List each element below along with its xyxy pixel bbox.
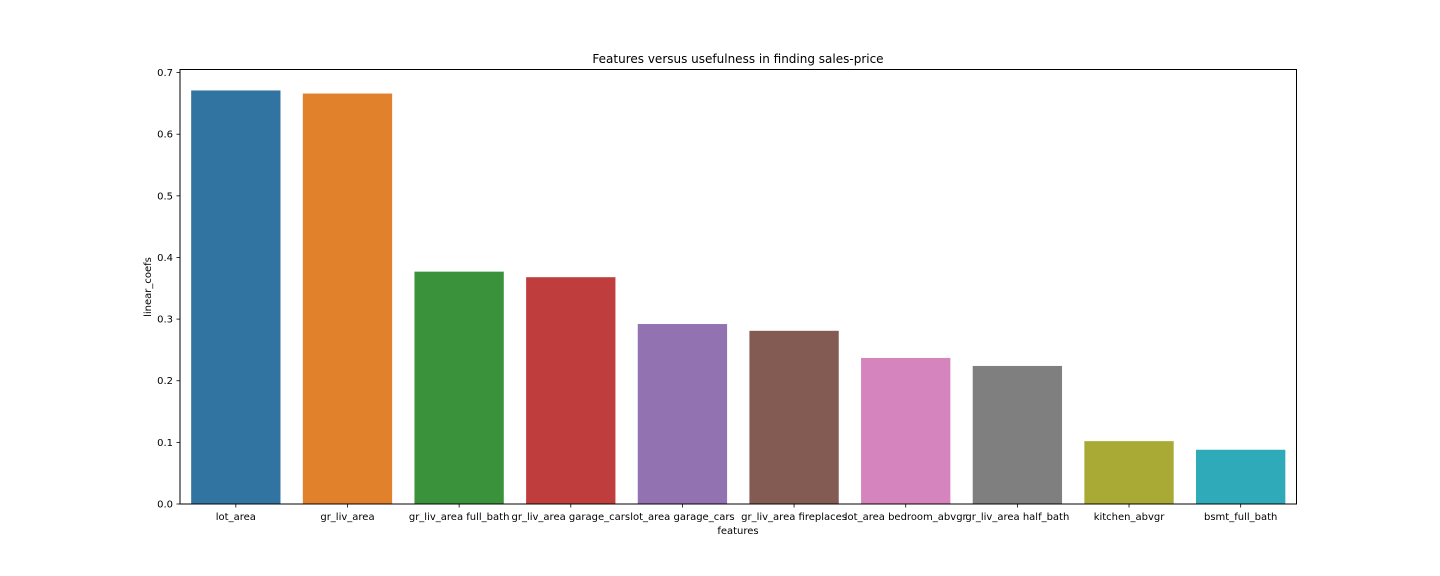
bar-gr_liv_area: [302, 93, 393, 505]
y-tick-label: 0.0: [157, 500, 173, 511]
y-tick-label: 0.5: [157, 191, 173, 202]
x-tick-label: lot_area: [216, 512, 256, 523]
y-axis-title: linear_coefs: [143, 257, 154, 317]
x-tick-label: kitchen_abvgr: [1094, 512, 1166, 523]
x-axis-title: features: [717, 526, 758, 537]
y-axis: 0.0 0.1 0.2 0.3 0.4 0.5 0.6 0.7: [157, 68, 180, 511]
plot-frame: [179, 69, 1297, 505]
x-axis: lot_area gr_liv_area gr_liv_area full_bath…: [216, 504, 1277, 523]
bar-lot_area: [191, 90, 281, 504]
x-tick-label: lot_area garage_cars: [630, 512, 734, 523]
x-tick-label: gr_liv_area garage_cars: [511, 512, 630, 523]
x-tick-label: gr_liv_area fireplaces: [741, 512, 847, 523]
bar-lot_area-garage_cars: [637, 324, 728, 504]
bar-kitchen_abvgr: [1084, 441, 1174, 504]
y-tick-label: 0.3: [157, 315, 173, 326]
y-tick-label: 0.2: [157, 376, 173, 387]
y-tick-label: 0.6: [157, 130, 173, 141]
y-tick-label: 0.4: [157, 253, 173, 264]
y-tick-label: 0.1: [157, 438, 173, 449]
bar-gr_liv_area-fireplaces: [749, 330, 839, 504]
y-tick-label: 0.7: [157, 68, 173, 79]
chart-title: Features versus usefulness in finding sa…: [592, 52, 883, 66]
x-tick-label: lot_area bedroom_abvgr: [845, 512, 968, 523]
bar-gr_liv_area-garage_cars: [526, 277, 616, 504]
bar-bsmt_full_bath: [1196, 449, 1286, 504]
bar-lot_area-bedroom_abvgr: [861, 357, 951, 504]
x-tick-label: bsmt_full_bath: [1204, 512, 1277, 523]
bar-gr_liv_area-full_bath: [414, 271, 504, 504]
x-tick-label: gr_liv_area half_bath: [965, 512, 1069, 523]
bar-gr_liv_area-half_bath: [972, 365, 1063, 504]
bars-group: [191, 90, 1286, 505]
x-tick-label: gr_liv_area: [320, 512, 374, 523]
x-tick-label: gr_liv_area full_bath: [409, 512, 510, 523]
